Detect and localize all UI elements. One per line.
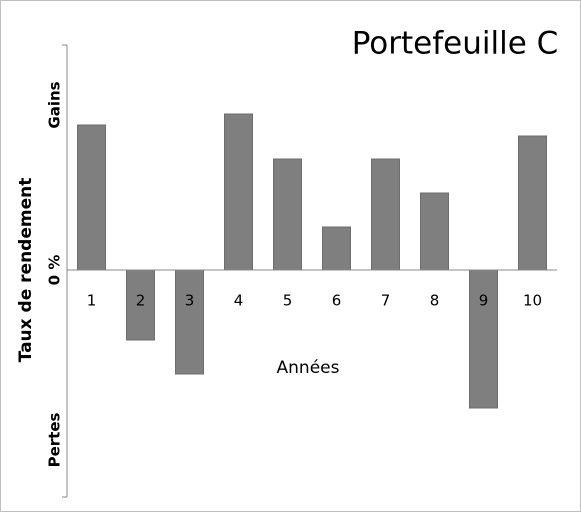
bar <box>420 192 449 271</box>
x-axis-title: Années <box>277 358 340 378</box>
x-tick-label: 6 <box>332 292 342 310</box>
y-tick-label: 0 % <box>46 255 64 286</box>
x-tick-label: 2 <box>136 292 146 310</box>
bar <box>469 269 498 409</box>
x-tick-label: 10 <box>523 292 542 310</box>
x-tick-label: 4 <box>234 292 244 310</box>
bar <box>175 269 204 375</box>
bar <box>224 113 253 271</box>
x-tick-label: 3 <box>185 292 195 310</box>
x-tick-label: 1 <box>87 292 97 310</box>
bar <box>322 226 351 271</box>
x-tick-label: 5 <box>283 292 293 310</box>
x-tick-label: 7 <box>381 292 391 310</box>
chart-title: Portefeuille C <box>352 26 559 62</box>
x-tick-label: 9 <box>479 292 489 310</box>
x-tick-label: 8 <box>430 292 440 310</box>
losses-label: Pertes <box>46 413 64 468</box>
bar <box>371 158 400 271</box>
bar <box>273 158 302 271</box>
gains-label: Gains <box>46 81 64 128</box>
bar <box>518 135 547 271</box>
y-axis-title: Taux de rendement <box>16 178 36 363</box>
bar <box>77 124 106 271</box>
